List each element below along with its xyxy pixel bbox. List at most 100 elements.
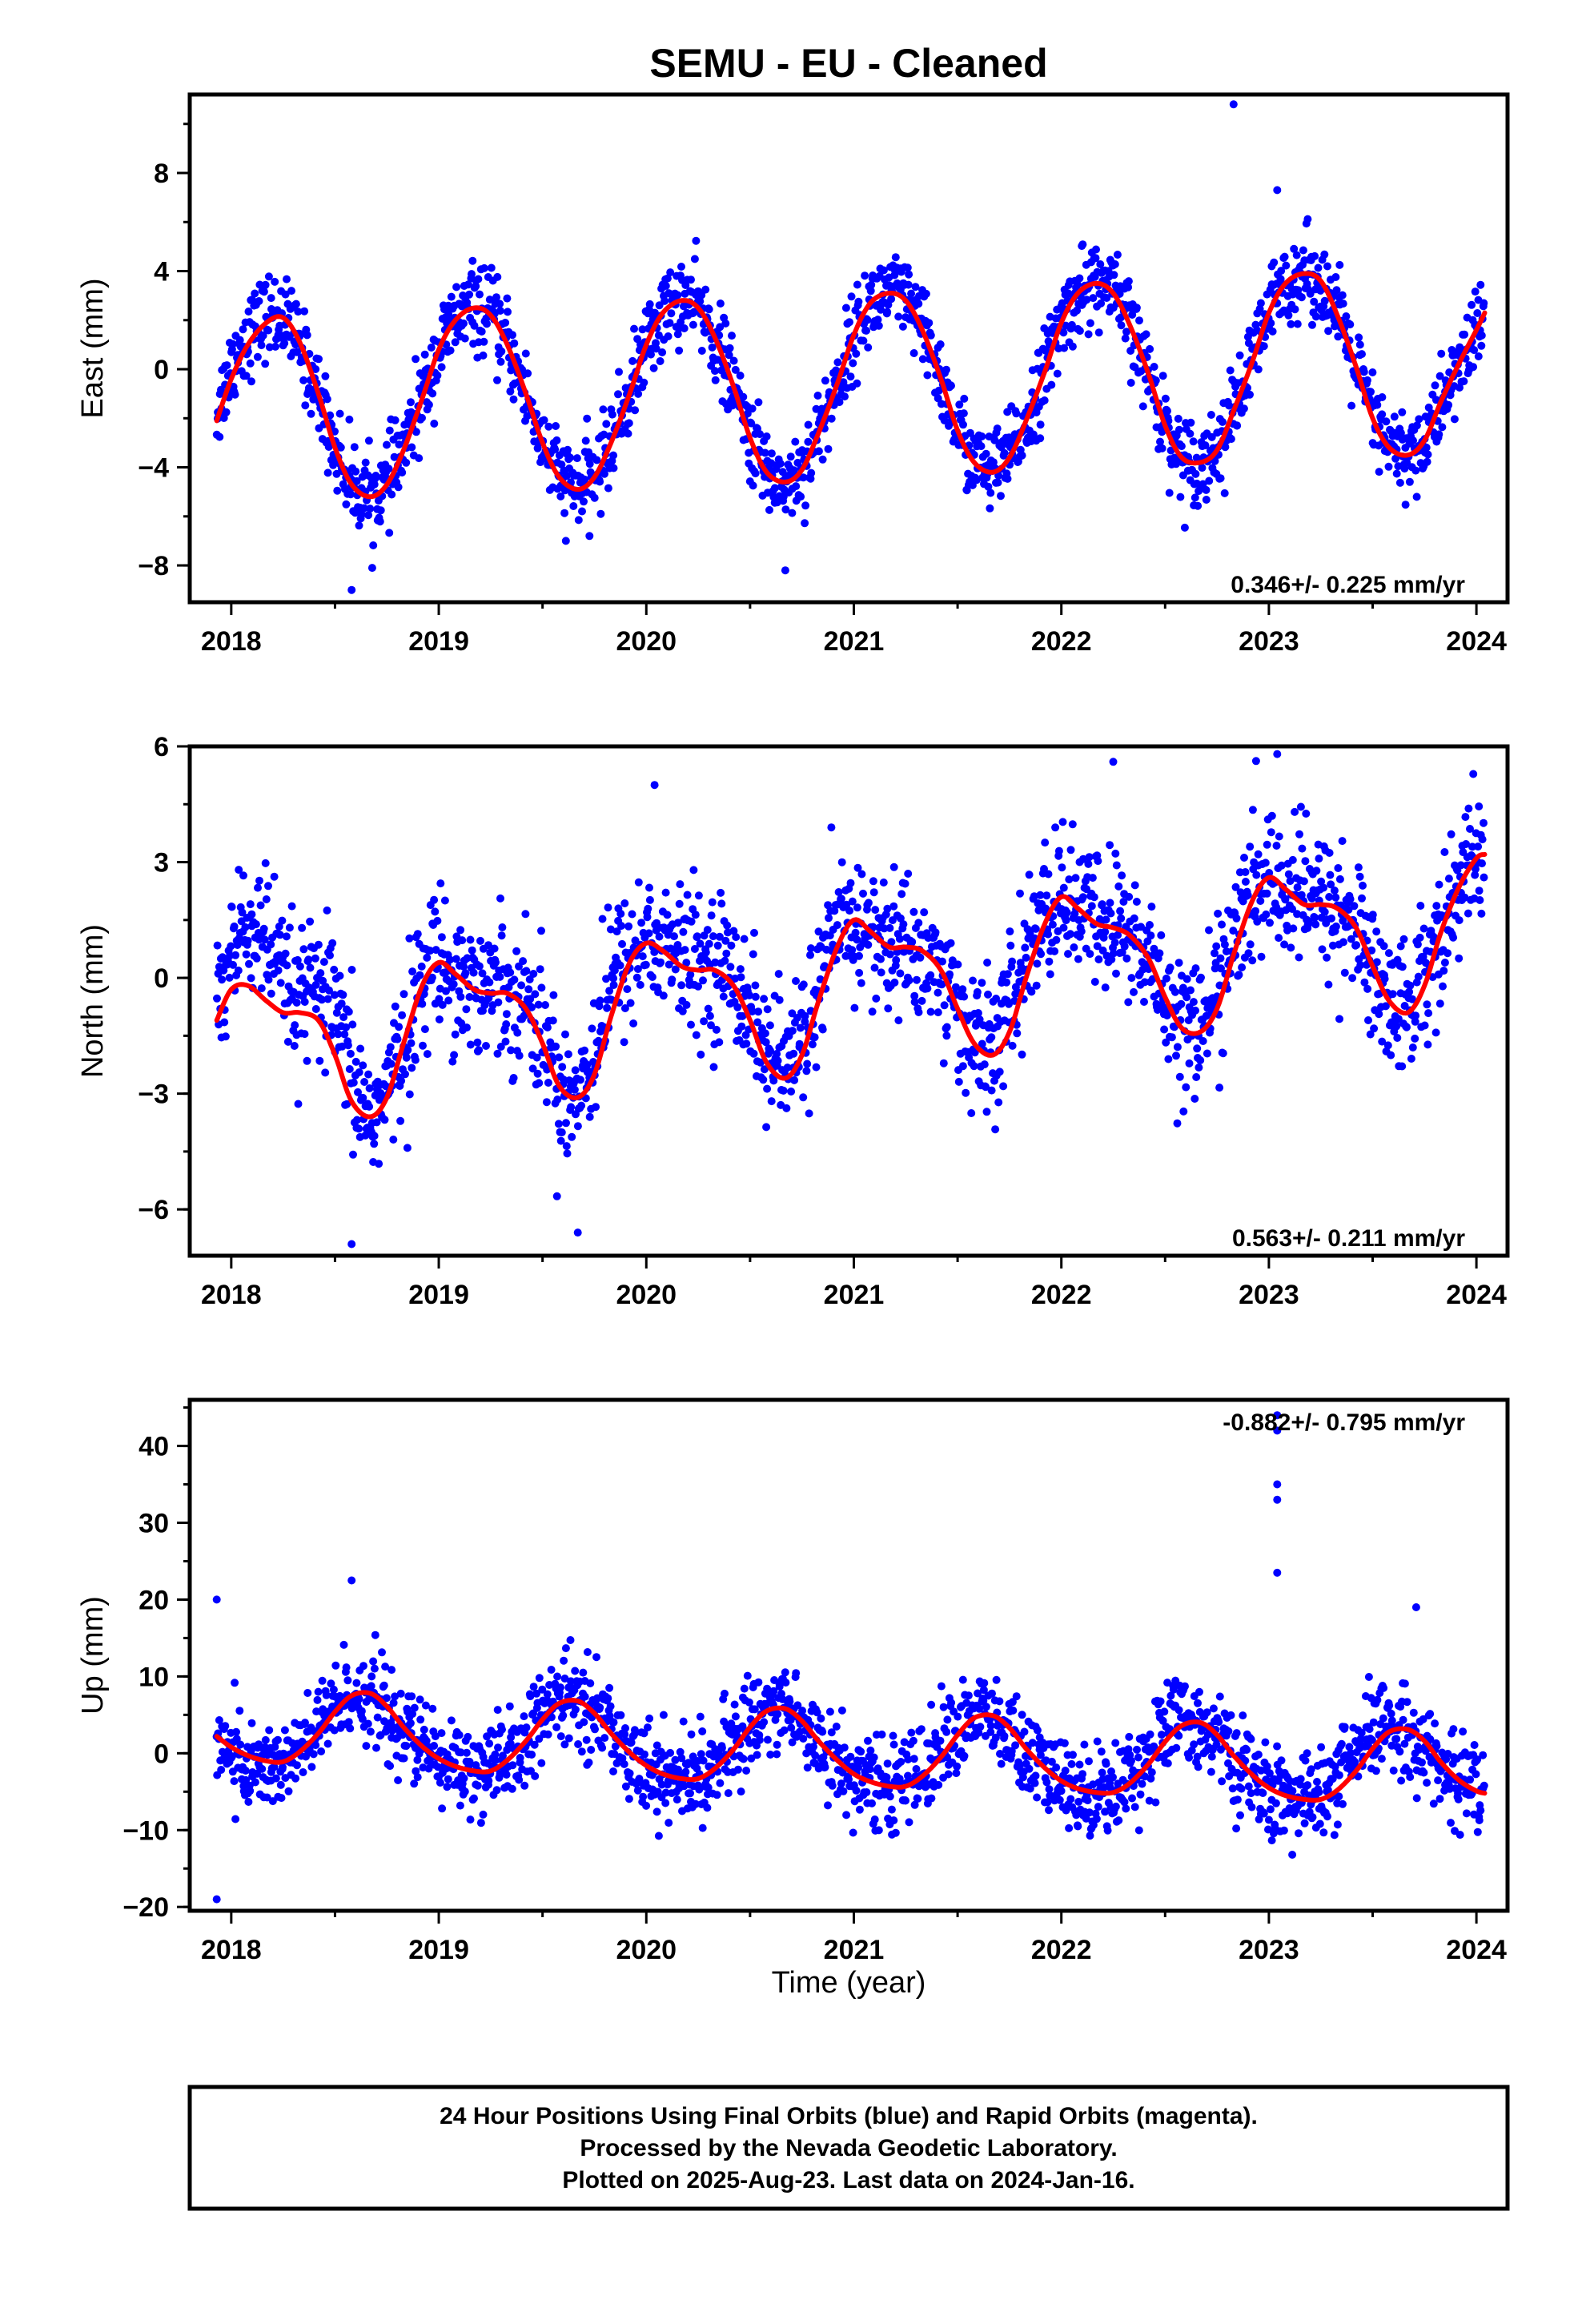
data-point [927,1700,936,1709]
data-point [443,1783,452,1791]
north-model-line [214,851,1488,1120]
data-point [259,332,267,340]
data-point [314,1687,323,1696]
data-point [1415,415,1423,424]
data-point [556,492,565,501]
data-point [703,1803,712,1812]
data-point [1118,948,1126,957]
data-point [431,907,440,916]
data-point [1296,802,1305,811]
data-point [264,272,273,281]
data-point [1355,872,1364,881]
data-point [230,1777,239,1786]
data-point [355,1124,363,1133]
data-point [1480,818,1488,827]
data-point [1460,377,1468,386]
data-point [692,236,701,245]
data-point [540,416,548,424]
data-point [1068,342,1077,351]
data-point [452,283,461,292]
data-point [553,1096,562,1104]
data-point [1091,254,1100,263]
data-point [508,331,516,340]
x-tick-label: 2023 [1239,626,1299,657]
data-point [544,1079,552,1087]
data-point [283,275,291,283]
data-point [580,1692,589,1701]
data-point [748,404,757,413]
data-point [535,1079,544,1088]
data-point [857,870,866,879]
data-point [620,1759,628,1768]
data-point [664,332,673,340]
data-point [552,1042,560,1051]
data-point [213,994,221,1003]
east-y-label: East (mm) [76,278,110,418]
data-point [1075,274,1084,283]
data-point [221,1722,230,1731]
data-point [661,888,670,897]
data-point [358,1715,367,1723]
data-point [668,975,677,984]
data-point [870,963,879,972]
data-point [1439,982,1447,991]
data-point [707,911,716,920]
data-point [739,392,748,401]
data-point [790,1076,799,1084]
data-point [437,363,446,372]
data-point [299,945,308,954]
data-point [916,953,925,962]
data-point [396,1689,405,1698]
data-point [369,541,378,549]
data-point [395,1023,404,1031]
data-point [1062,916,1070,925]
outlier-point [347,585,356,594]
data-point [1088,874,1097,883]
data-point [995,1068,1004,1076]
data-point [396,1116,405,1125]
data-point [1124,283,1133,292]
data-point [1330,887,1339,895]
data-point [849,359,857,368]
data-point [339,991,347,999]
data-point [491,1750,500,1759]
data-point [569,502,578,510]
data-point [629,1019,638,1027]
data-point [1288,855,1297,864]
data-point [261,360,270,368]
data-point [938,980,946,989]
data-point [716,1779,725,1787]
data-point [1474,842,1483,851]
data-point [1398,1062,1407,1071]
data-point [984,990,992,999]
data-point [455,1731,464,1739]
data-point [1094,328,1103,337]
data-point [306,917,315,926]
data-point [608,410,616,419]
data-point [231,951,240,959]
data-point [493,376,501,384]
data-point [845,1775,853,1783]
data-point [1051,823,1060,832]
data-point [561,537,570,545]
data-point [221,1032,230,1041]
data-point [564,1734,573,1743]
data-point [393,1035,402,1043]
data-point [987,1033,996,1042]
data-point [516,1754,524,1762]
data-point [477,328,486,336]
data-point [762,432,771,440]
data-point [618,939,626,948]
data-point [992,995,1001,1003]
data-point [1367,946,1376,955]
data-point [760,995,769,1003]
data-point [501,1037,510,1046]
data-point [719,992,728,1001]
data-point [1071,874,1080,883]
data-point [877,305,885,314]
data-point [469,968,478,977]
data-point [1096,260,1105,268]
data-point [855,951,863,960]
data-point [543,1690,552,1699]
